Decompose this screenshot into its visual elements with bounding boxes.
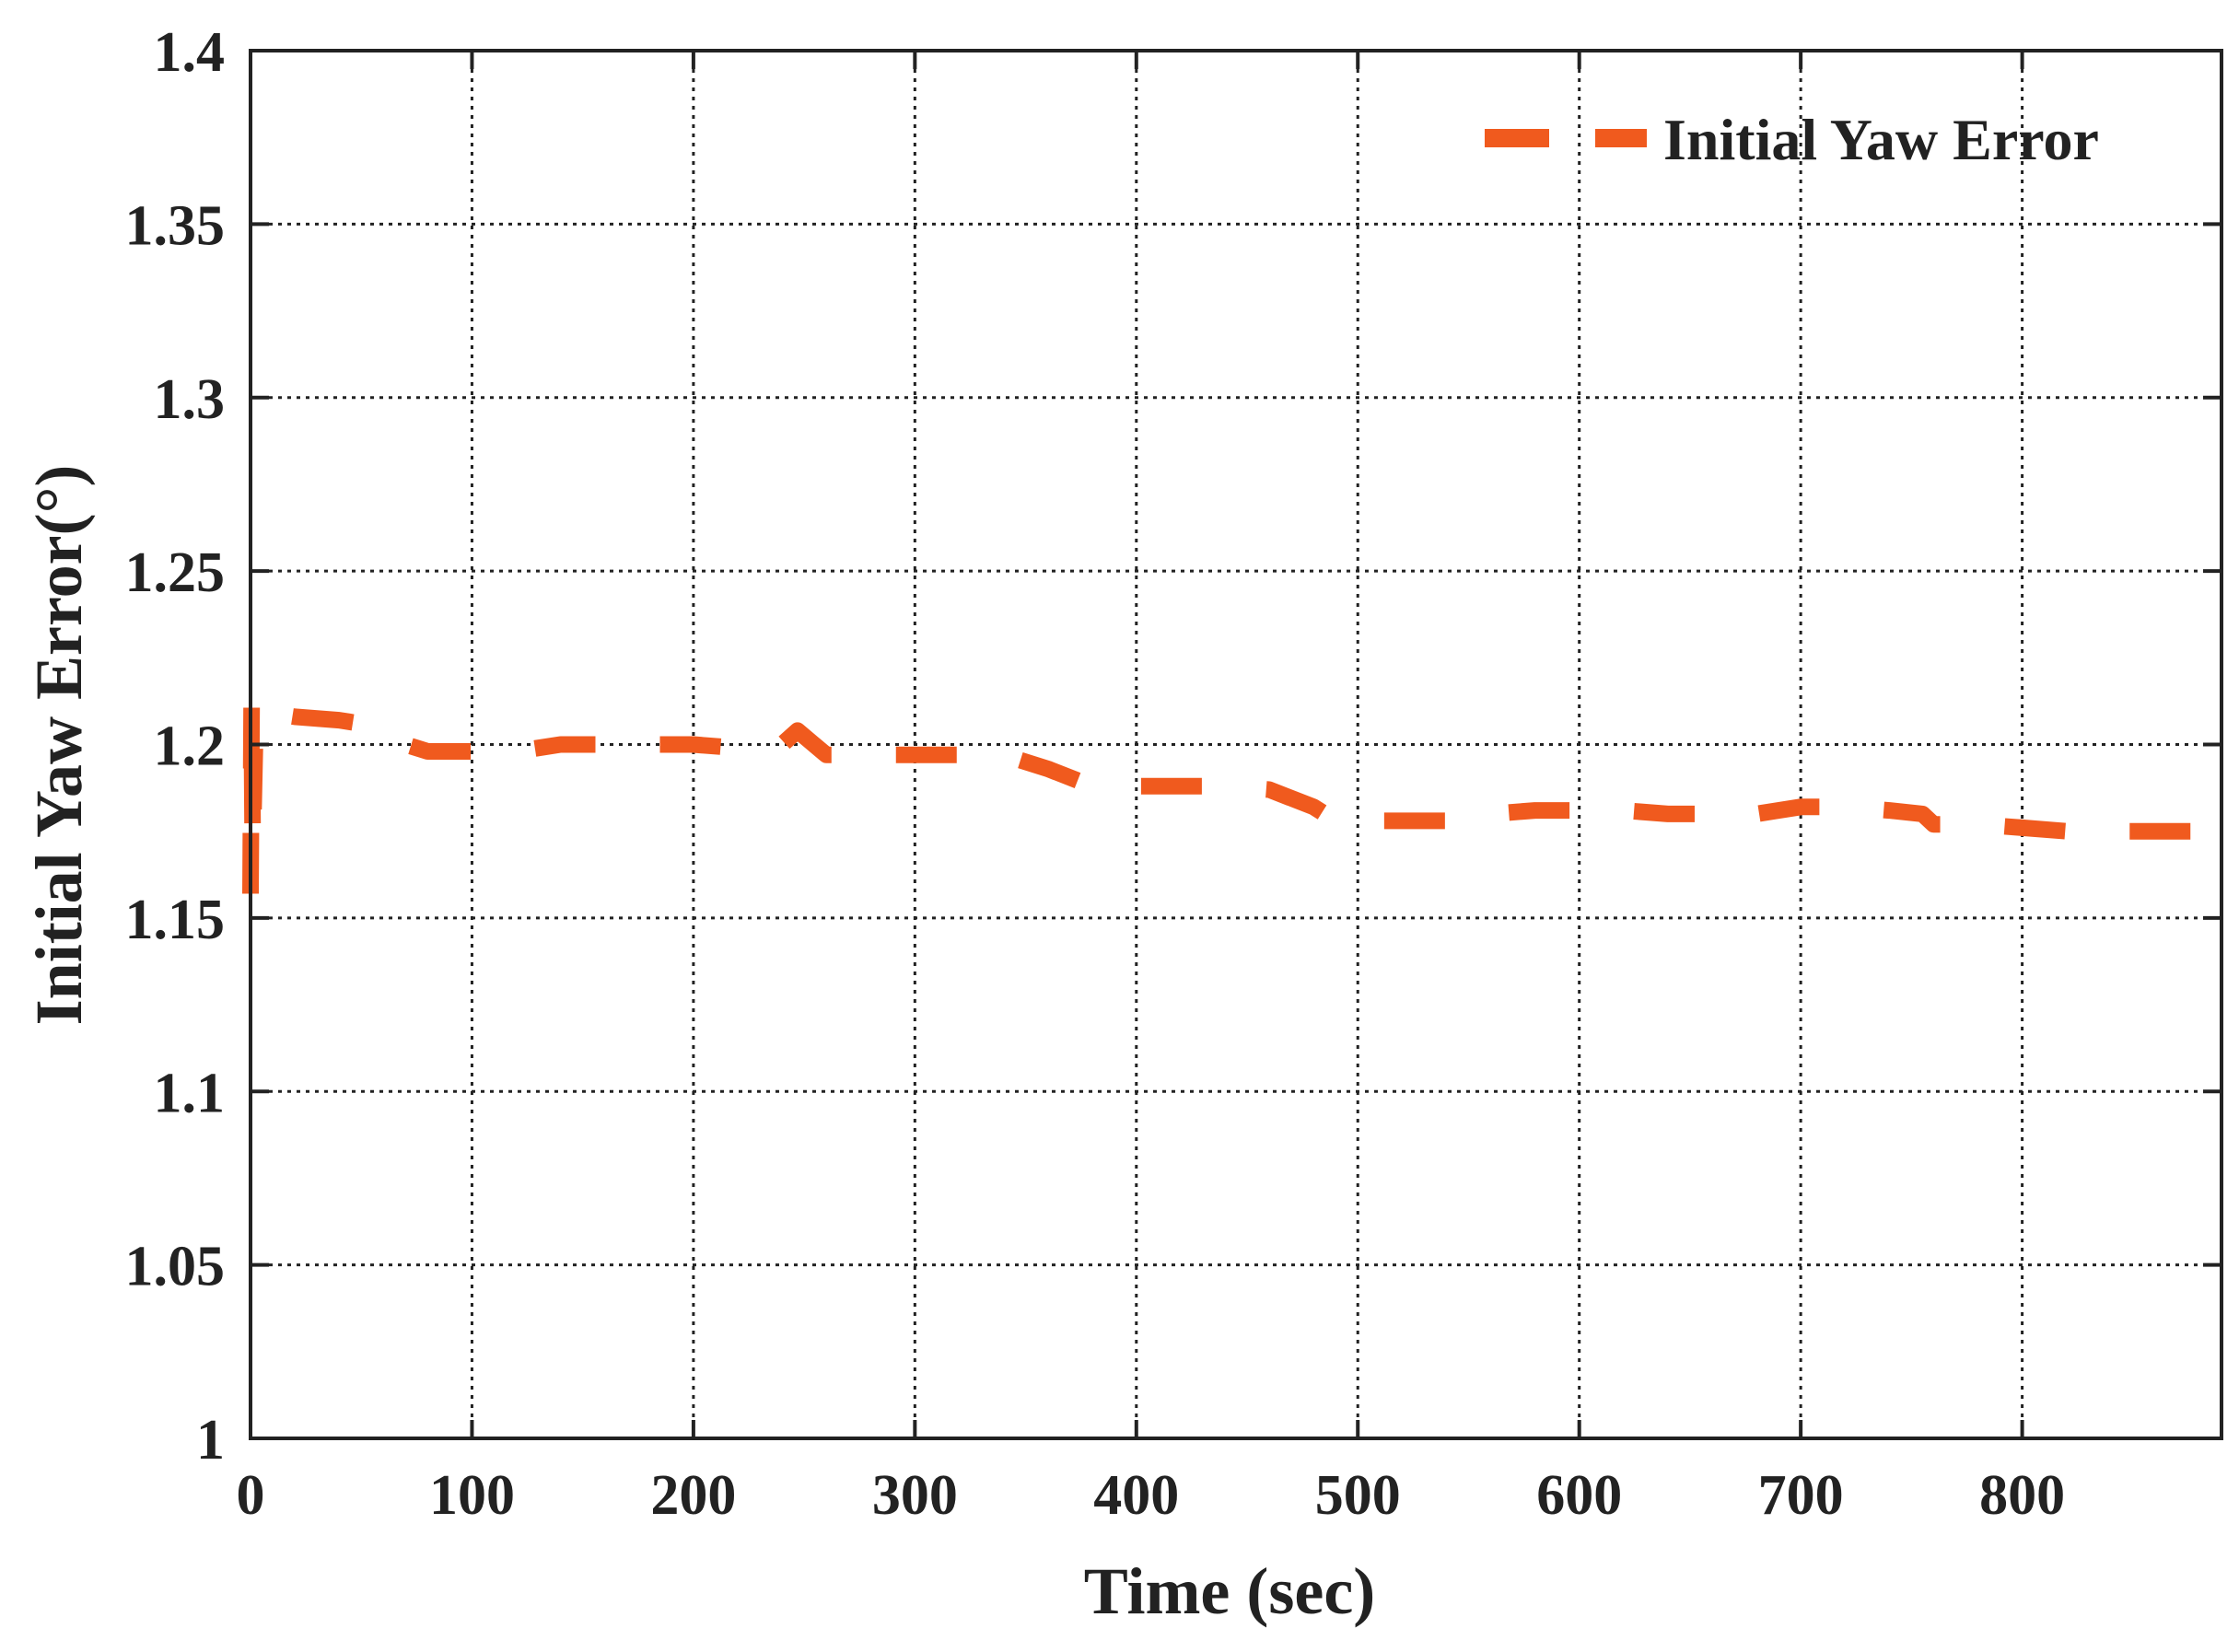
y-tick-label: 1.3 [154,368,226,431]
grid [251,51,2222,1438]
y-axis-label: Initial Yaw Error(°) [22,465,96,1026]
x-tick-label: 700 [1758,1464,1844,1527]
x-tick-label: 400 [1093,1464,1179,1527]
y-tick-label: 1.25 [125,541,226,604]
x-tick-label: 100 [429,1464,515,1527]
y-tick-label: 1.2 [154,715,226,778]
x-tick-label: 600 [1536,1464,1622,1527]
x-axis-ticks: 0 100 200 300 400 500 600 700 800 [237,51,2065,1527]
x-tick-label: 0 [237,1464,265,1527]
y-tick-label: 1.35 [125,194,226,257]
x-tick-label: 200 [650,1464,736,1527]
y-tick-label: 1.05 [125,1236,226,1298]
y-tick-label: 1.15 [125,889,226,951]
x-tick-label: 800 [1979,1464,2065,1527]
y-tick-label: 1 [196,1409,225,1472]
x-tick-label: 500 [1315,1464,1401,1527]
legend: Initial Yaw Error [1485,107,2099,172]
legend-label: Initial Yaw Error [1663,107,2099,172]
y-tick-label: 1.1 [154,1062,226,1124]
x-tick-label: 300 [872,1464,958,1527]
x-axis-label: Time (sec) [1084,1554,1376,1628]
y-axis-ticks: 1 1.05 1.1 1.15 1.2 1.25 1.3 1.35 1.4 [125,21,2222,1472]
y-tick-label: 1.4 [154,21,226,84]
